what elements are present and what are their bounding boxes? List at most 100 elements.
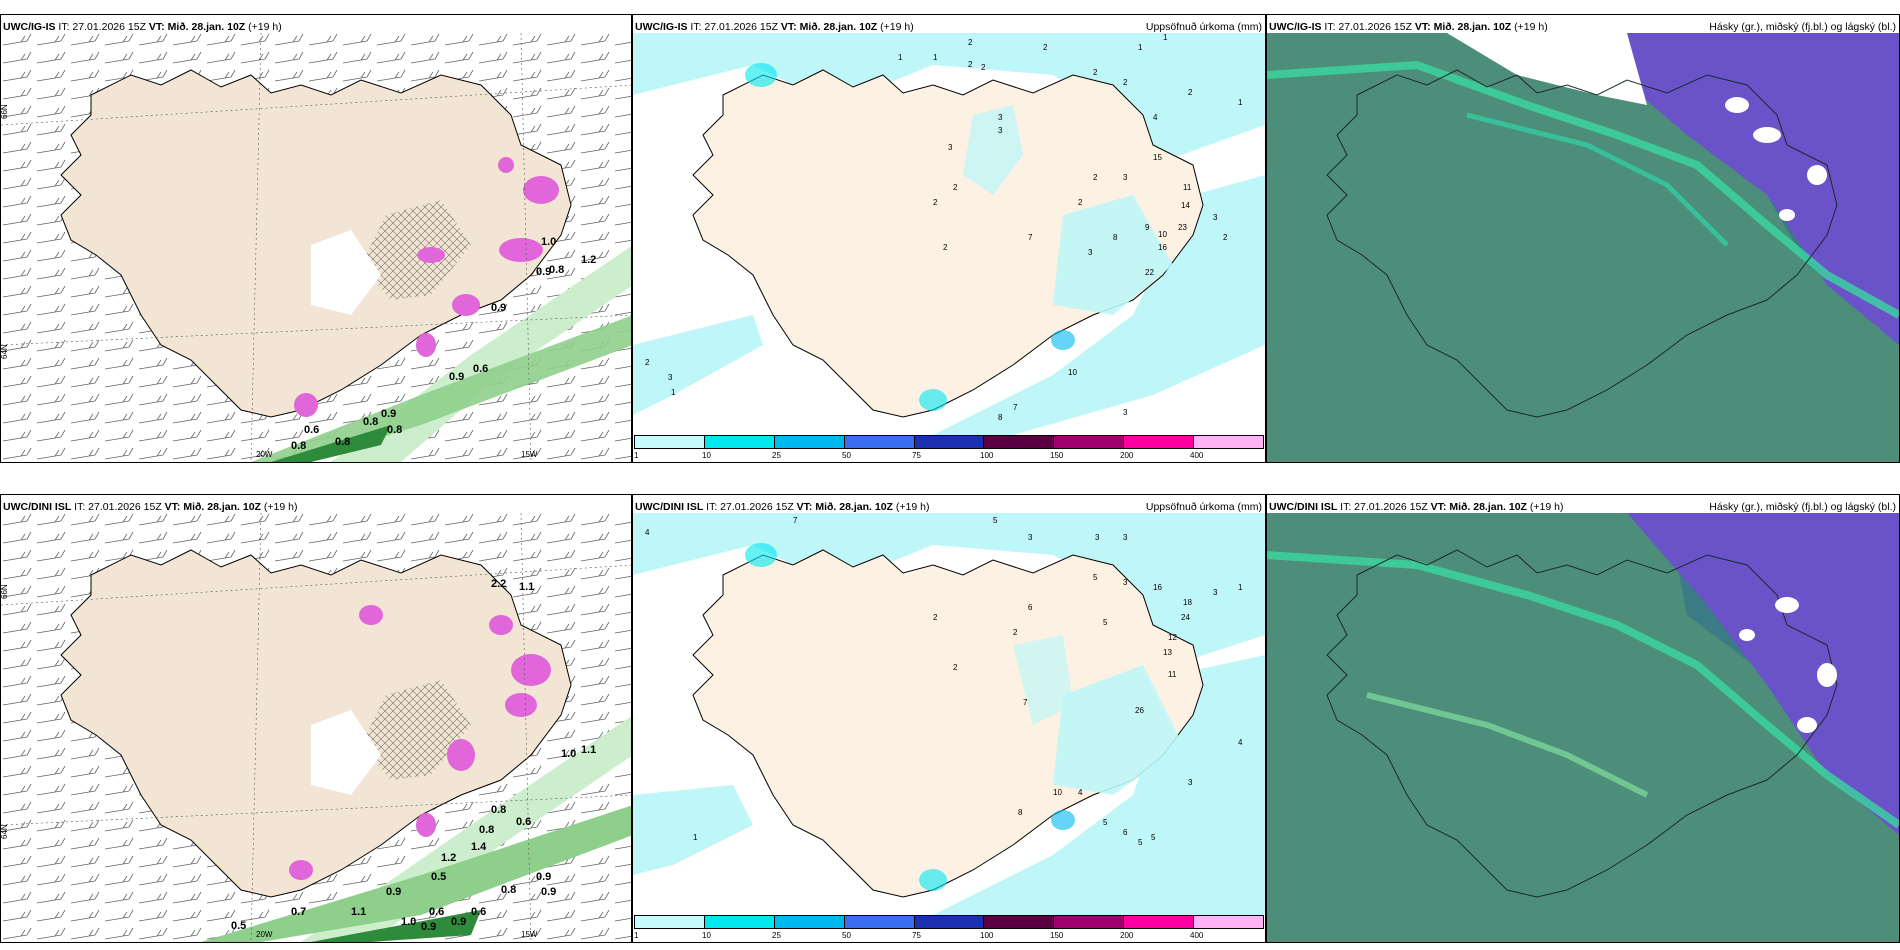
precip-map[interactable]: 2 1 1 2 2 2 1 1 1 2 2 2 4 3 3 15 3 2 2 3… [633, 15, 1265, 435]
white-patch [311, 230, 381, 315]
precip-map[interactable]: 4 7 5 3 3 3 5 3 16 18 24 12 13 11 26 2 6… [633, 495, 1265, 915]
cloud-band [1366, 692, 1649, 798]
svg-text:3: 3 [1123, 173, 1128, 182]
precip-cyan-patch [1013, 635, 1073, 725]
svg-text:0.6: 0.6 [516, 816, 531, 828]
svg-text:2: 2 [968, 60, 973, 69]
svg-text:10: 10 [1158, 230, 1167, 239]
svg-text:3: 3 [1188, 778, 1193, 787]
precip-blobs [294, 157, 559, 417]
svg-text:11: 11 [1168, 670, 1177, 679]
svg-text:5: 5 [1151, 833, 1156, 842]
svg-text:12: 12 [1168, 633, 1177, 642]
svg-text:9: 9 [1145, 223, 1150, 232]
svg-text:3: 3 [668, 373, 673, 382]
svg-text:1: 1 [693, 833, 698, 842]
precip-cyan-patch [1053, 195, 1173, 315]
svg-text:2: 2 [933, 613, 938, 622]
precip-cyan-region [633, 513, 1265, 665]
svg-text:8: 8 [998, 413, 1003, 422]
svg-text:2: 2 [1123, 78, 1128, 87]
svg-text:24: 24 [1181, 613, 1190, 622]
precip-cyan-region [633, 785, 753, 875]
wind-map[interactable]: 0.5 0.7 1.1 1.0 0.9 0.9 0.6 0.6 0.8 0.9 … [1, 495, 631, 942]
svg-text:3: 3 [1088, 248, 1093, 257]
wind-shade-band [201, 805, 631, 942]
svg-text:4: 4 [1238, 738, 1243, 747]
svg-text:22: 22 [1145, 268, 1154, 277]
mid-cloud-layer [1267, 513, 1899, 942]
svg-text:0.8: 0.8 [291, 440, 306, 452]
svg-text:1.4: 1.4 [471, 841, 487, 853]
svg-text:0.9: 0.9 [491, 302, 506, 314]
panel-header: UWC/IG-IS IT: 27.01.2026 15Z VT: Mið. 28… [635, 21, 914, 33]
precip-title: Uppsöfnuð úrkoma (mm) [1145, 21, 1262, 33]
svg-text:16: 16 [1153, 583, 1162, 592]
svg-text:18: 18 [1183, 598, 1192, 607]
iceland-outline [1326, 549, 1838, 898]
cloud-map[interactable] [1267, 15, 1899, 462]
wind-shade-band-dark [311, 910, 481, 942]
cloud-map[interactable] [1267, 495, 1899, 942]
svg-text:1.1: 1.1 [581, 744, 596, 756]
svg-text:5: 5 [1093, 573, 1098, 582]
svg-text:2: 2 [1093, 173, 1098, 182]
precip-title: Uppsöfnuð úrkoma (mm) [1145, 501, 1262, 513]
svg-text:2: 2 [981, 63, 986, 72]
svg-text:20W: 20W [256, 930, 273, 939]
svg-text:1: 1 [1163, 33, 1168, 42]
white-patch [311, 710, 381, 795]
iceland-outline [1326, 69, 1838, 418]
precip-blobs [289, 605, 551, 880]
wind-panel-row1: UWC/IG-IS IT: 27.01.2026 15Z VT: Mið. 28… [0, 14, 632, 463]
svg-text:3: 3 [1123, 408, 1128, 417]
wind-shade-band [301, 716, 631, 942]
svg-text:2: 2 [1223, 233, 1228, 242]
svg-text:8: 8 [1018, 808, 1023, 817]
svg-text:0.9: 0.9 [421, 921, 436, 933]
svg-text:3: 3 [1123, 578, 1128, 587]
precip-legend-ticks: 1 10 25 50 75 100 150 200 400 [634, 451, 1204, 460]
wind-map[interactable]: 0.9 0.6 0.9 0.8 0.8 0.8 0.6 0.8 1.0 0.9 … [1, 15, 631, 462]
precip-blob [745, 543, 777, 567]
panel-header: UWC/DINI ISL IT: 27.01.2026 15Z VT: Mið.… [635, 501, 930, 513]
svg-text:1: 1 [898, 53, 903, 62]
svg-text:5: 5 [993, 516, 998, 525]
svg-text:66N: 66N [1, 584, 9, 599]
svg-text:5: 5 [1138, 838, 1143, 847]
svg-text:1.2: 1.2 [581, 254, 596, 266]
axis-labels: 20W 15W 66N 64N [1, 584, 538, 939]
svg-text:1: 1 [1238, 583, 1243, 592]
svg-text:3: 3 [998, 126, 1003, 135]
precip-values: 2 1 1 2 2 2 1 1 1 2 2 2 4 3 3 15 3 2 2 3… [645, 33, 1243, 422]
cloud-panel-row1: UWC/IG-IS IT: 27.01.2026 15Z VT: Mið. 28… [1266, 14, 1900, 463]
svg-text:1.1: 1.1 [351, 906, 366, 918]
precip-blob [1051, 810, 1075, 830]
svg-text:10: 10 [1068, 368, 1077, 377]
precip-blob [919, 389, 947, 411]
svg-text:15W: 15W [521, 930, 538, 939]
svg-text:3: 3 [1213, 213, 1218, 222]
svg-text:2: 2 [1078, 198, 1083, 207]
svg-text:4: 4 [1078, 788, 1083, 797]
svg-text:11: 11 [1183, 183, 1192, 192]
precip-legend-bar [634, 435, 1264, 449]
svg-text:0.7: 0.7 [291, 906, 306, 918]
svg-text:2: 2 [968, 38, 973, 47]
svg-text:1: 1 [933, 53, 938, 62]
svg-text:3: 3 [1095, 533, 1100, 542]
svg-text:7: 7 [793, 516, 798, 525]
cloud-band [1466, 112, 1729, 247]
svg-text:5: 5 [1103, 618, 1108, 627]
svg-text:2: 2 [953, 183, 958, 192]
svg-text:1.2: 1.2 [441, 852, 456, 864]
svg-text:3: 3 [948, 143, 953, 152]
svg-text:14: 14 [1181, 201, 1190, 210]
svg-text:66N: 66N [1, 104, 9, 119]
svg-text:64N: 64N [1, 824, 9, 839]
panel-header: UWC/DINI ISL IT: 27.01.2026 15Z VT: Mið.… [1269, 501, 1564, 513]
svg-text:0.5: 0.5 [431, 871, 446, 883]
hatched-area [361, 680, 471, 780]
svg-text:2: 2 [1188, 88, 1193, 97]
svg-text:1: 1 [1138, 43, 1143, 52]
